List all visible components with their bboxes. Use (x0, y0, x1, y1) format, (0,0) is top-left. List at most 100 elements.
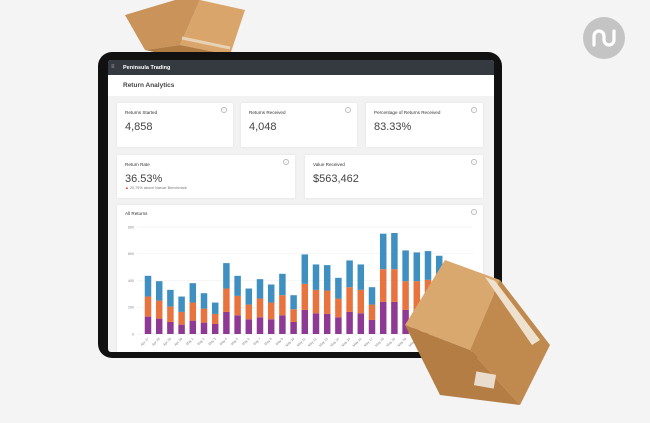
bar-segment[interactable] (167, 289, 174, 307)
bar-segment[interactable] (346, 287, 353, 312)
bar-segment[interactable] (424, 251, 432, 280)
bar-segment[interactable] (312, 313, 320, 334)
x-tick-label: May 18 (374, 337, 385, 348)
page-title: Return Analytics (123, 82, 175, 89)
bar-segment[interactable] (402, 281, 409, 310)
bar-segment[interactable] (301, 254, 309, 284)
x-tick-label: May 8 (264, 337, 273, 346)
bar-segment[interactable] (323, 313, 331, 334)
x-tick-label: May 7 (252, 337, 261, 346)
bar-segment[interactable] (256, 317, 264, 334)
bar-segment[interactable] (178, 324, 185, 334)
bar-segment[interactable] (290, 295, 297, 310)
bar-segment[interactable] (279, 273, 286, 296)
bar-segment[interactable] (290, 309, 297, 322)
bar-segment[interactable] (167, 306, 174, 322)
y-tick-label: 600 (128, 252, 134, 256)
bar-segment[interactable] (211, 313, 219, 324)
info-icon[interactable]: i (221, 107, 227, 113)
bar-segment[interactable] (346, 311, 353, 334)
bar-segment[interactable] (301, 309, 309, 334)
info-icon[interactable]: i (283, 159, 289, 165)
bar-segment[interactable] (200, 322, 208, 334)
bar-segment[interactable] (245, 319, 253, 334)
benchmark-note: ▲ 20.75% above Narvar Benchmark (125, 186, 187, 190)
bar-segment[interactable] (368, 287, 376, 305)
x-tick-label: May 9 (275, 337, 284, 346)
bar-segment[interactable] (167, 321, 174, 334)
bar-segment[interactable] (223, 311, 230, 334)
x-tick-label: May 15 (341, 337, 352, 348)
bar-segment[interactable] (368, 319, 376, 334)
bar-segment[interactable] (234, 315, 241, 334)
bar-segment[interactable] (379, 301, 387, 334)
bar-segment[interactable] (189, 302, 197, 321)
bar-segment[interactable] (256, 279, 264, 299)
bar-segment[interactable] (245, 288, 253, 305)
bar-segment[interactable] (144, 316, 152, 334)
bar-segment[interactable] (357, 289, 365, 314)
bar-segment[interactable] (368, 304, 376, 320)
bar-segment[interactable] (301, 283, 309, 310)
menu-icon[interactable]: ≡ (111, 64, 115, 70)
bar-segment[interactable] (413, 252, 421, 282)
bar-segment[interactable] (178, 296, 185, 312)
info-icon[interactable]: i (471, 209, 477, 215)
metric-value: 4,048 (249, 121, 277, 133)
cardboard-box-illustration (125, 0, 245, 60)
benchmark-text: 20.75% above Narvar Benchmark (129, 186, 187, 190)
bar-segment[interactable] (323, 290, 331, 314)
bar-segment[interactable] (178, 311, 185, 325)
bar-segment[interactable] (223, 288, 230, 312)
bar-segment[interactable] (402, 250, 409, 282)
bar-segment[interactable] (391, 269, 398, 302)
bar-segment[interactable] (155, 318, 163, 334)
info-icon[interactable]: i (345, 107, 351, 113)
x-tick-label: May 21 (408, 337, 419, 348)
bar-segment[interactable] (200, 293, 208, 309)
bar-segment[interactable] (335, 277, 342, 299)
bar-segment[interactable] (267, 284, 275, 303)
bar-segment[interactable] (357, 313, 365, 334)
bar-segment[interactable] (200, 308, 208, 323)
bar-segment[interactable] (357, 264, 365, 290)
bar-segment[interactable] (234, 275, 241, 296)
bar-segment[interactable] (413, 281, 421, 310)
bar-segment[interactable] (155, 281, 163, 301)
info-icon[interactable]: i (471, 107, 477, 113)
bar-segment[interactable] (402, 309, 409, 334)
bar-segment[interactable] (234, 295, 241, 316)
bar-segment[interactable] (391, 301, 398, 334)
bar-segment[interactable] (391, 233, 398, 270)
x-tick-label: May 13 (318, 337, 329, 348)
bar-segment[interactable] (144, 275, 152, 297)
cardboard-box-illustration (405, 260, 550, 405)
bar-segment[interactable] (144, 296, 152, 317)
bar-segment[interactable] (189, 320, 197, 334)
bar-segment[interactable] (223, 263, 230, 289)
bar-segment[interactable] (335, 317, 342, 334)
bar-segment[interactable] (279, 315, 286, 334)
metric-value: 83.33% (374, 121, 412, 133)
bar-segment[interactable] (379, 269, 387, 302)
bar-segment[interactable] (346, 260, 353, 288)
bar-segment[interactable] (312, 264, 320, 290)
bar-segment[interactable] (323, 265, 331, 291)
x-tick-label: May 6 (241, 337, 250, 346)
bar-segment[interactable] (379, 233, 387, 270)
bar-segment[interactable] (245, 304, 253, 320)
bar-segment[interactable] (211, 323, 219, 334)
bar-segment[interactable] (189, 283, 197, 303)
bar-segment[interactable] (290, 321, 297, 334)
bar-segment[interactable] (312, 289, 320, 314)
info-icon[interactable]: i (471, 159, 477, 165)
bar-segment[interactable] (267, 302, 275, 320)
bar-segment[interactable] (267, 319, 275, 334)
bar-segment[interactable] (256, 298, 264, 318)
bar-segment[interactable] (279, 295, 286, 316)
bar-segment[interactable] (155, 300, 163, 319)
bar-segment[interactable] (211, 302, 219, 314)
bar-segment[interactable] (335, 298, 342, 318)
metric-label: Percentage of Returns Received (374, 110, 441, 115)
app-header: ≡ Peninsula Trading (108, 60, 494, 75)
